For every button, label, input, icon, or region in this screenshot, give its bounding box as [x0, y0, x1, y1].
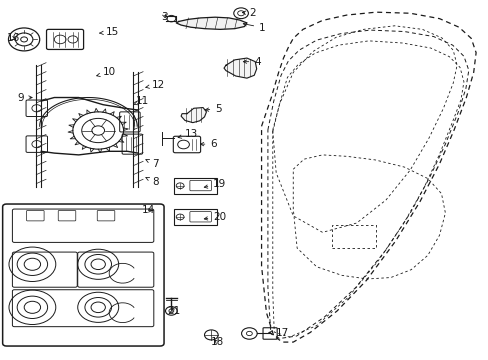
Text: 21: 21 — [167, 306, 181, 316]
Text: 12: 12 — [145, 80, 165, 90]
Text: 5: 5 — [205, 104, 222, 114]
Bar — [173, 209, 216, 225]
Text: 16: 16 — [6, 33, 20, 43]
Text: 20: 20 — [204, 212, 226, 221]
Text: 3: 3 — [161, 12, 168, 22]
Text: 4: 4 — [243, 57, 260, 67]
Text: 7: 7 — [145, 159, 158, 169]
Text: 13: 13 — [178, 129, 198, 139]
Text: 18: 18 — [210, 337, 223, 347]
Text: 10: 10 — [97, 67, 116, 77]
Text: 2: 2 — [242, 8, 256, 18]
Text: 11: 11 — [133, 96, 149, 106]
Polygon shape — [181, 108, 206, 123]
Text: 6: 6 — [200, 139, 217, 149]
Text: 19: 19 — [204, 179, 226, 189]
Text: 1: 1 — [243, 23, 265, 33]
Text: 15: 15 — [100, 27, 119, 37]
Text: 17: 17 — [268, 328, 289, 338]
Text: 9: 9 — [18, 93, 32, 103]
Polygon shape — [224, 58, 256, 78]
Bar — [173, 178, 216, 194]
Text: 8: 8 — [145, 177, 158, 187]
Text: 14: 14 — [142, 206, 155, 216]
Polygon shape — [176, 17, 246, 30]
